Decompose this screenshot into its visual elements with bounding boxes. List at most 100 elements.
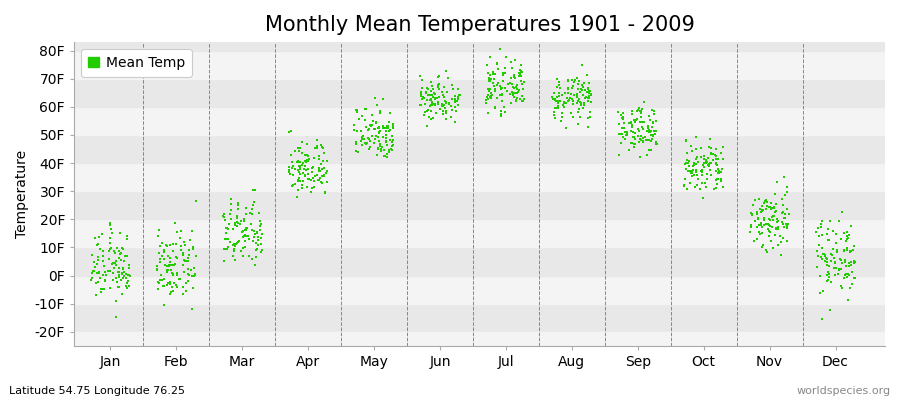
Point — [90, 242, 104, 248]
Point — [482, 72, 497, 79]
Point — [581, 80, 596, 86]
Point — [413, 102, 428, 108]
Point — [435, 88, 449, 95]
Point — [551, 103, 565, 109]
Point — [490, 95, 504, 101]
Point — [375, 122, 390, 129]
Point — [760, 198, 774, 205]
Point — [711, 168, 725, 174]
Point — [825, 228, 840, 234]
Point — [632, 128, 646, 134]
Point — [418, 90, 433, 96]
Point — [765, 205, 779, 211]
Point — [153, 271, 167, 278]
Point — [431, 81, 446, 88]
Point — [547, 90, 562, 96]
Point — [236, 253, 250, 260]
Point — [164, 267, 178, 273]
Point — [378, 125, 392, 131]
Point — [166, 262, 180, 268]
Point — [832, 266, 846, 273]
Point — [359, 141, 374, 147]
Point — [715, 166, 729, 172]
Point — [290, 194, 304, 200]
Point — [779, 238, 794, 244]
Point — [484, 92, 499, 99]
Point — [152, 227, 166, 233]
Point — [515, 81, 529, 87]
Point — [815, 218, 830, 224]
Point — [626, 121, 640, 128]
Point — [581, 124, 596, 130]
Point — [495, 92, 509, 99]
Point — [690, 182, 705, 188]
Point — [364, 123, 378, 129]
Point — [842, 263, 856, 270]
Point — [700, 170, 715, 177]
Point — [304, 169, 319, 176]
Point — [840, 228, 854, 235]
Point — [645, 107, 660, 114]
Point — [512, 67, 526, 73]
Point — [829, 248, 843, 255]
Point — [515, 69, 529, 75]
Point — [224, 216, 238, 222]
Point — [317, 172, 331, 179]
Point — [291, 157, 305, 164]
Point — [152, 249, 166, 256]
Point — [347, 127, 362, 134]
Point — [231, 239, 246, 245]
Point — [108, 297, 122, 304]
Point — [833, 282, 848, 289]
Point — [296, 170, 310, 176]
Point — [301, 184, 315, 190]
Point — [168, 281, 183, 288]
Point — [428, 110, 443, 116]
Point — [437, 98, 452, 104]
Point — [556, 99, 571, 106]
Point — [564, 96, 579, 102]
Point — [702, 163, 716, 170]
Point — [414, 102, 428, 108]
Point — [612, 131, 626, 138]
Point — [625, 140, 639, 146]
Point — [514, 68, 528, 74]
Point — [103, 222, 117, 228]
Point — [306, 175, 320, 181]
Point — [238, 227, 253, 233]
Point — [509, 94, 524, 101]
Point — [708, 151, 723, 158]
Point — [298, 158, 312, 165]
Point — [369, 133, 383, 140]
Point — [827, 254, 842, 261]
Point — [104, 245, 118, 252]
Point — [288, 166, 302, 172]
Point — [584, 99, 598, 106]
Point — [379, 138, 393, 144]
Point — [186, 265, 201, 271]
Point — [840, 274, 854, 280]
Point — [695, 169, 709, 175]
Point — [285, 163, 300, 169]
Point — [445, 107, 459, 113]
Point — [499, 54, 513, 60]
Point — [91, 254, 105, 260]
Point — [433, 106, 447, 112]
Point — [823, 218, 837, 224]
Point — [220, 236, 234, 242]
Point — [312, 168, 327, 174]
Point — [170, 229, 184, 235]
Point — [312, 167, 327, 173]
Point — [428, 101, 443, 107]
Point — [179, 288, 194, 294]
Point — [761, 222, 776, 228]
Point — [350, 107, 365, 113]
Point — [300, 152, 314, 158]
Point — [634, 124, 649, 130]
Point — [512, 87, 526, 93]
Point — [164, 289, 178, 296]
Point — [635, 135, 650, 141]
Point — [254, 221, 268, 227]
Point — [416, 93, 430, 100]
Point — [115, 270, 130, 276]
